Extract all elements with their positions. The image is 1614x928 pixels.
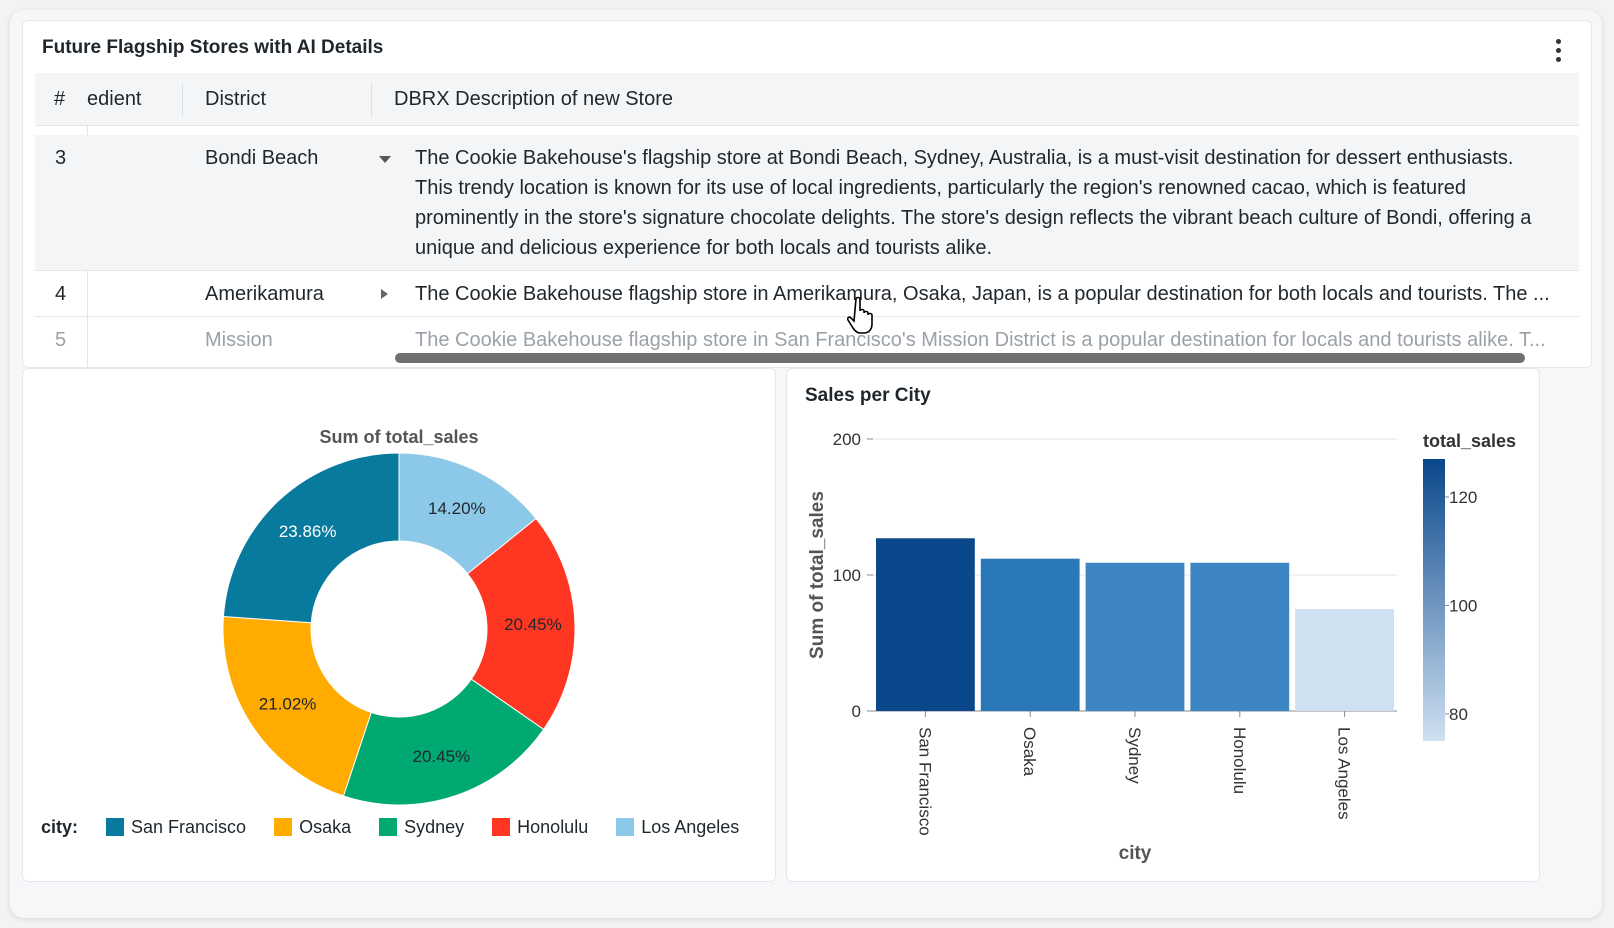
legend-swatch [106,818,125,836]
pie-chart-title: Sum of total_sales [319,427,478,447]
description-cell: The Cookie Bakehouse flagship store in A… [415,283,1550,305]
kebab-menu-icon[interactable] [1555,39,1563,63]
description-line: The Cookie Bakehouse's flagship store at… [415,147,1514,169]
color-legend-title: total_sales [1423,431,1516,451]
legend-label: San Francisco [131,816,247,837]
column-divider[interactable] [182,83,183,117]
y-tick-label: 100 [833,566,861,585]
legend-label: Honolulu [517,816,589,837]
row-number: 5 [55,329,67,351]
bar-chart-widget: Sales per City 0 100 200 San Francisco Osak… [786,368,1540,882]
pie-slice-honolulu[interactable] [466,517,576,731]
color-legend-label: 100 [1449,596,1477,615]
table-header: # edient District DBRX Description of ne… [35,73,1579,126]
x-tick-label: San Francisco [915,727,934,836]
pie-slice-label: 20.45% [504,615,562,634]
description-line: unique and delicious experience for both… [415,237,993,259]
color-legend-label: 120 [1449,488,1477,507]
pie-slice-osaka[interactable] [222,615,372,797]
x-axis-title: city [1119,843,1152,864]
data-table: # edient District DBRX Description of ne… [35,73,1579,367]
legend-swatch [379,818,398,836]
legend-label: Osaka [299,816,352,837]
district-cell: Bondi Beach [205,147,319,169]
x-tick-label: Sydney [1125,727,1144,784]
description-line: This trendy location is known for its us… [415,177,1467,199]
color-legend-gradient [1423,459,1445,741]
pie-slice-label: 14.20% [428,499,486,518]
legend-swatch [274,818,293,836]
hand-pointer-icon [847,296,873,334]
column-header-rownum[interactable]: # [54,88,66,110]
column-header-district[interactable]: District [205,88,267,110]
x-tick-label: Osaka [1020,727,1039,777]
table-widget-title: Future Flagship Stores with AI Details [42,37,384,58]
column-header-ingredient[interactable]: edient [87,88,142,110]
description-cell: The Cookie Bakehouse's flagship store at… [415,143,1565,263]
table-row[interactable]: 5 Mission The Cookie Bakehouse flagship … [35,316,1579,367]
pie-chart-widget: Sum of total_sales 14.20% 20.45% 20.45% 21.… [22,368,776,882]
legend-label: Los Angeles [641,816,740,837]
y-axis-title: Sum of total_sales [807,491,828,659]
x-tick-label: Honolulu [1230,727,1249,794]
legend-item-los-angeles[interactable]: Los Angeles [616,817,739,838]
x-tick-label: Los Angeles [1335,727,1354,820]
horizontal-scrollbar[interactable] [395,353,1525,363]
column-divider[interactable] [371,83,372,117]
legend-swatch [616,818,635,836]
pie-slice-sydney[interactable] [342,678,545,806]
legend-item-san-francisco[interactable]: San Francisco [106,817,246,838]
bar-osaka[interactable] [980,558,1080,711]
description-cell: The Cookie Bakehouse flagship store in S… [415,329,1546,351]
table-row[interactable]: 3 Bondi Beach The Cookie Bakehouse's fla… [35,135,1579,270]
district-cell: Amerikamura [205,283,324,305]
bar-chart-title: Sales per City [805,385,931,406]
bar-san-francisco[interactable] [876,538,975,711]
y-tick-label: 200 [833,430,861,449]
table-row[interactable]: 4 Amerikamura The Cookie Bakehouse flags… [35,270,1579,317]
legend-item-honolulu[interactable]: Honolulu [492,817,588,838]
collapse-row-icon[interactable] [379,156,391,163]
y-tick-label: 0 [852,702,861,721]
legend-title: city: [41,816,79,837]
pie-chart: Sum of total_sales 14.20% 20.45% 20.45% 21.… [222,427,576,806]
legend-item-sydney[interactable]: Sydney [379,817,464,838]
pie-slice-san-francisco[interactable] [222,452,400,624]
pie-slice-label: 20.45% [413,747,471,766]
column-header-description[interactable]: DBRX Description of new Store [394,88,674,110]
table-widget: Future Flagship Stores with AI Details #… [22,20,1592,368]
bar-honolulu[interactable] [1190,562,1290,711]
pie-slice-label: 21.02% [259,694,317,713]
description-line: prominently in the store's signature cho… [415,207,1532,229]
pie-slice-label: 23.86% [279,522,337,541]
legend-item-osaka[interactable]: Osaka [274,817,351,838]
bar-los-angeles[interactable] [1295,609,1394,711]
legend-swatch [492,818,511,836]
legend-label: Sydney [404,816,465,837]
district-cell: Mission [205,329,273,351]
bar-sydney[interactable] [1085,562,1185,711]
pie-legend: city: San Francisco Osaka Sydney Honolulu Lo… [41,815,767,839]
expand-row-icon[interactable] [381,289,388,299]
color-legend-label: 80 [1449,705,1468,724]
row-number: 4 [55,283,67,305]
bar-chart: 0 100 200 San Francisco Osaka Sydney Honolulu… [807,430,1516,864]
row-number: 3 [55,147,67,169]
